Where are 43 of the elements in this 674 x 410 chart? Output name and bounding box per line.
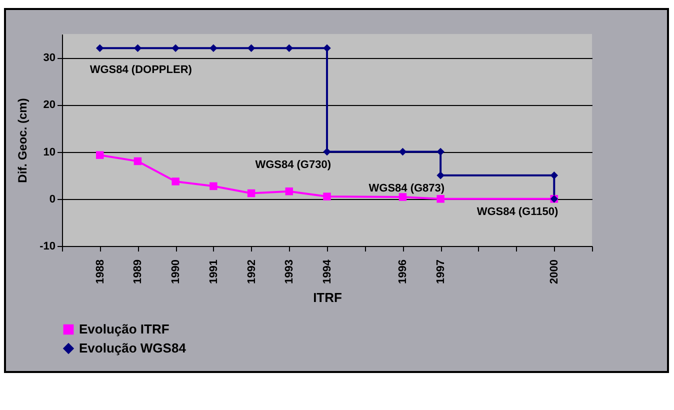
- point: [247, 44, 256, 52]
- y-axis-title: Dif. Geoc. (cm): [16, 98, 30, 183]
- x-tick-label: 1996: [397, 260, 410, 284]
- x-axis-title: ITRF: [313, 290, 342, 305]
- point: [134, 44, 142, 52]
- point: [210, 182, 218, 190]
- x-tick-label: 1992: [246, 260, 258, 284]
- annotation: WGS84 (G873): [368, 182, 445, 194]
- y-tick-label: 20: [43, 99, 56, 112]
- x-tick-label: 1993: [284, 260, 296, 284]
- x-tick-label: 2000: [548, 260, 561, 284]
- x-tick-label: 1997: [435, 260, 448, 284]
- point: [323, 148, 331, 156]
- y-tick-label: 0: [49, 193, 56, 206]
- x-tick-label: 1994: [322, 258, 334, 284]
- y-tick-label: -10: [40, 240, 56, 252]
- point: [96, 44, 104, 52]
- point: [96, 151, 104, 159]
- x-tick-label: 1991: [208, 260, 220, 284]
- point: [398, 193, 407, 201]
- point: [247, 189, 256, 198]
- point: [550, 171, 558, 180]
- point: [436, 195, 444, 203]
- point: [323, 192, 331, 200]
- point: [436, 171, 444, 180]
- point: [172, 178, 180, 186]
- legend-label: Evolução ITRF: [79, 322, 170, 336]
- point: [285, 44, 294, 52]
- point: [172, 44, 180, 52]
- x-tick-label: 1989: [132, 260, 144, 284]
- x-tick-label: 1988: [94, 260, 106, 284]
- y-tick-label: 30: [43, 52, 56, 64]
- legend-label: Evolução WGS84: [79, 340, 187, 356]
- point: [210, 44, 218, 52]
- x-tick-label: 1990: [170, 260, 182, 284]
- y-tick-label: 10: [43, 146, 56, 158]
- point: [436, 148, 444, 156]
- annotation: WGS84 (G1150): [476, 206, 558, 218]
- annotation: WGS84 (G730): [255, 158, 332, 171]
- point: [285, 187, 294, 196]
- point: [134, 157, 142, 166]
- point: [398, 148, 407, 156]
- annotation: WGS84 (DOPPLER): [90, 64, 192, 76]
